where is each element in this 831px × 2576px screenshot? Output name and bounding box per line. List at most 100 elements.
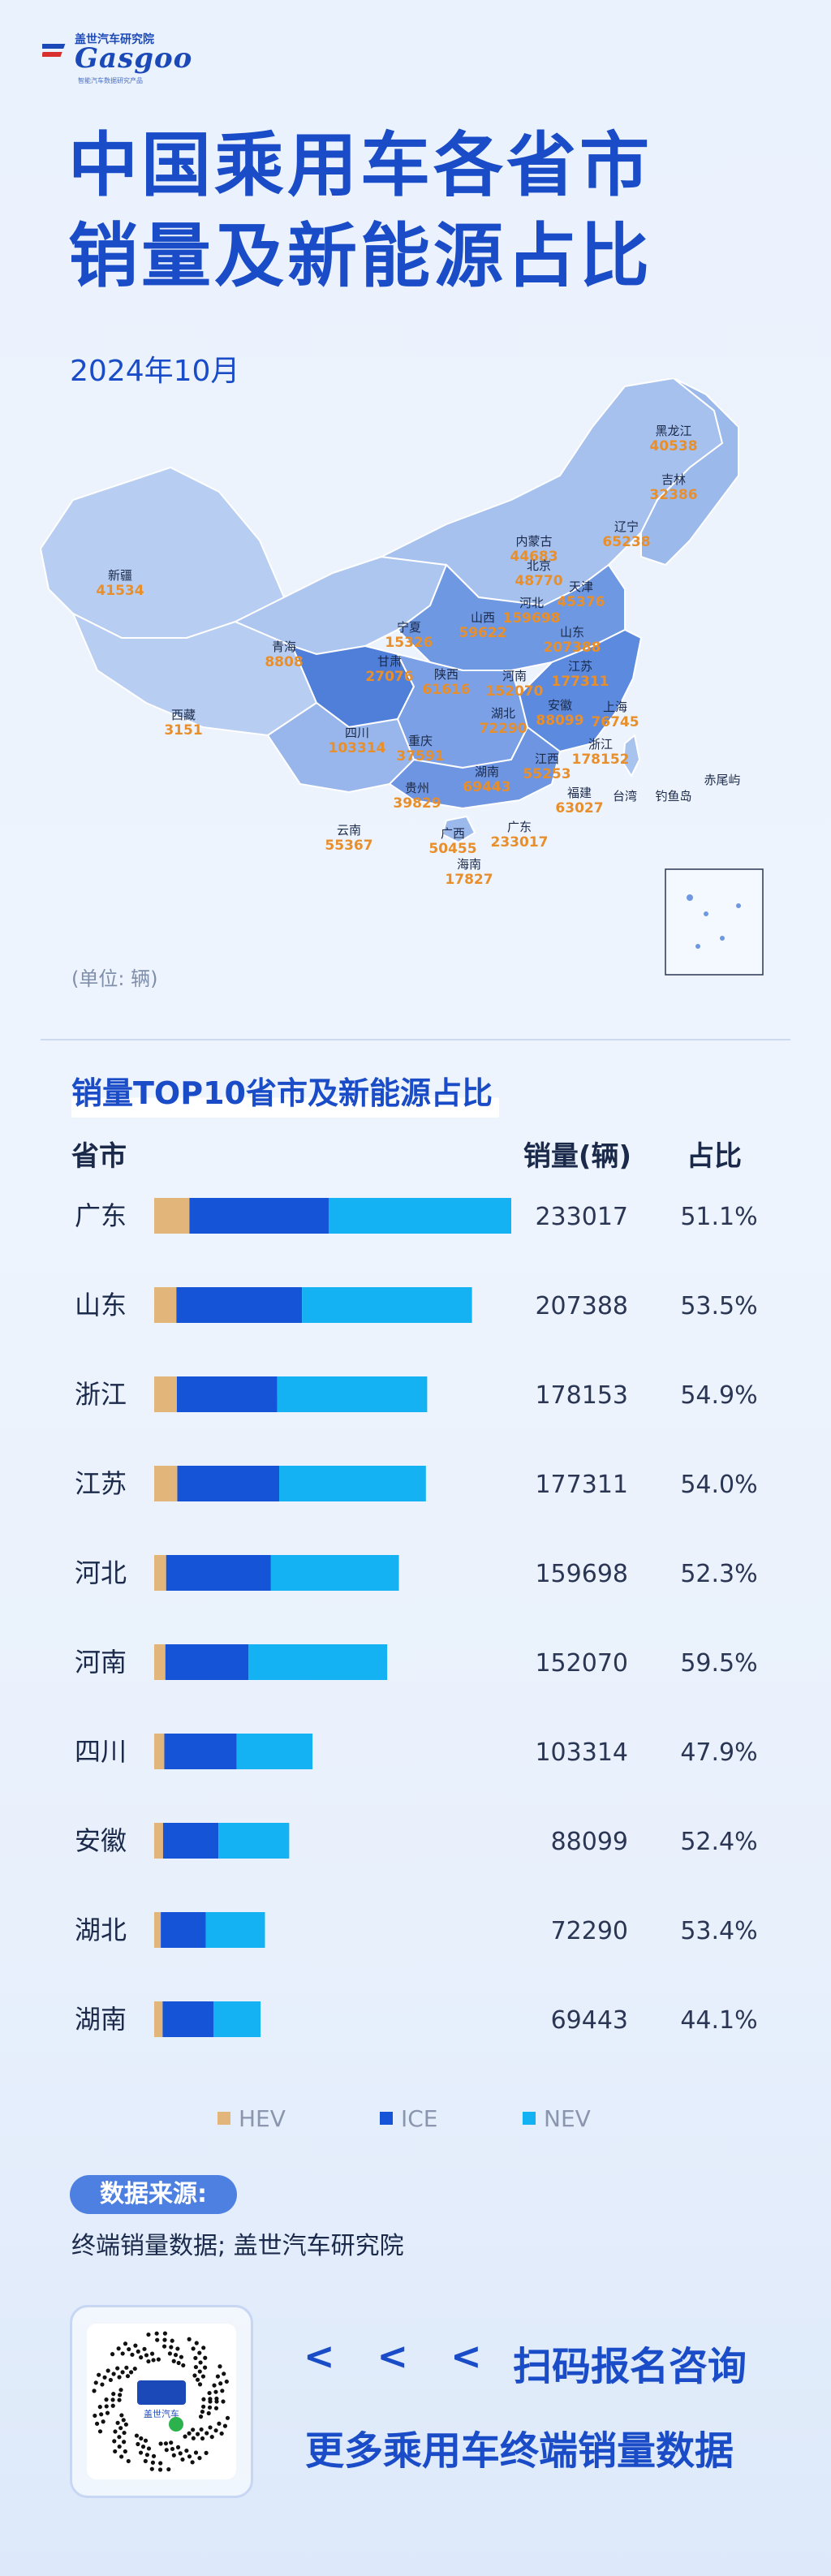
province-name: 江苏 <box>568 659 592 674</box>
row-sales-value: 72290 <box>551 1917 628 1945</box>
bar-segment-ice <box>176 1287 303 1323</box>
province-name: 西藏 <box>171 708 196 722</box>
bar-segment-ice <box>162 1823 219 1859</box>
province-name: 广东 <box>507 820 532 834</box>
legend-label-hev: HEV <box>239 2105 286 2132</box>
province-name: 湖南 <box>475 765 499 779</box>
chart-row: 江苏 177311 54.0% <box>75 1466 758 1501</box>
province-sales-value: 233017 <box>491 834 549 851</box>
province-sales-value: 69443 <box>463 779 510 795</box>
map-unit-note: (单位: 辆) <box>71 967 158 990</box>
wechat-icon <box>169 2417 183 2432</box>
province-sales-value: 177311 <box>552 674 609 690</box>
page-title: 中国乘用车各省市 销量及新能源占比 <box>68 120 766 302</box>
bar-segment-hev <box>154 1555 166 1591</box>
row-region-label: 河南 <box>75 1647 127 1678</box>
legend-label-ice: ICE <box>401 2105 438 2132</box>
province-sales-value: 178152 <box>572 752 630 768</box>
brand-logo: 盖世汽车研究院 Gasgoo 智能汽车数据研究产品 <box>42 31 192 88</box>
region-south <box>388 726 562 810</box>
province-name: 山东 <box>560 625 584 640</box>
bar-segment-nev <box>205 1912 265 1948</box>
bar-segment-ice <box>166 1555 271 1591</box>
row-region-label: 江苏 <box>75 1468 127 1499</box>
qr-code[interactable]: 盖世汽车 <box>87 2324 236 2479</box>
qr-logo-icon <box>137 2380 186 2405</box>
bar-segment-ice <box>165 1644 249 1680</box>
row-region-label: 山东 <box>75 1290 127 1320</box>
row-nev-share: 59.5% <box>680 1649 757 1678</box>
section-divider <box>41 1039 790 1040</box>
bar-segment-nev <box>328 1198 511 1234</box>
map-regions <box>39 378 739 844</box>
province-sales-value: 159698 <box>503 610 561 627</box>
chart-row: 浙江 178153 54.9% <box>75 1376 758 1412</box>
chart-row: 河北 159698 52.3% <box>75 1555 758 1591</box>
row-nev-share: 54.0% <box>680 1471 757 1499</box>
province-name: 四川 <box>345 726 369 740</box>
bar-segment-nev <box>279 1466 426 1501</box>
bar-segment-nev <box>302 1287 472 1323</box>
bar-segment-ice <box>177 1466 280 1501</box>
chart-row: 四川 103314 47.9% <box>75 1734 758 1769</box>
province-sales-value: 3151 <box>164 722 202 739</box>
row-region-label: 四川 <box>75 1736 127 1767</box>
bar-segment-hev <box>154 1466 178 1501</box>
province-sales-value: 27076 <box>365 669 413 685</box>
province-name: 湖北 <box>491 706 515 721</box>
row-region-label: 湖北 <box>75 1915 127 1945</box>
province-sales-value: 50455 <box>428 841 476 857</box>
province-sales-value: 88099 <box>536 713 583 729</box>
bar-segment-hev <box>154 1644 166 1680</box>
gasgoo-logo-icon <box>42 44 66 57</box>
province-name: 陕西 <box>434 667 459 682</box>
legend-swatch-nev <box>523 2112 536 2125</box>
row-region-label: 安徽 <box>75 1825 127 1856</box>
bar-segment-ice <box>176 1376 278 1412</box>
region-northwest <box>39 466 286 639</box>
chart-title: 销量TOP10省市及新能源占比 <box>71 1068 499 1118</box>
source-badge: 数据来源: <box>70 2175 237 2214</box>
province-name: 福建 <box>567 786 592 800</box>
province-sales-value: 55253 <box>523 766 571 782</box>
row-nev-share: 53.4% <box>680 1917 757 1945</box>
title-line-2: 销量及新能源占比 <box>68 216 652 297</box>
header-region: 省市 <box>71 1140 127 1173</box>
province-sales-value: 40538 <box>649 438 697 454</box>
province-sales-value: 55367 <box>325 838 372 854</box>
province-sales-value: 39829 <box>393 795 441 812</box>
province-name: 北京 <box>527 558 551 573</box>
bar-segment-nev <box>236 1734 313 1769</box>
province-name: 云南 <box>337 823 361 838</box>
bar-segment-ice <box>189 1198 329 1234</box>
row-sales-value: 88099 <box>551 1828 628 1856</box>
region-hainan <box>441 815 476 844</box>
province-sales-value: 41534 <box>96 583 144 599</box>
qr-card[interactable]: 盖世汽车 <box>70 2305 253 2498</box>
header-sales: 销量(辆) <box>523 1140 631 1173</box>
row-nev-share: 52.4% <box>680 1828 757 1856</box>
bar-segment-nev <box>270 1555 399 1591</box>
province-name: 河南 <box>502 669 527 683</box>
province-sales-value: 63027 <box>555 800 603 816</box>
brand-wordmark: Gasgoo <box>75 42 193 75</box>
row-sales-value: 103314 <box>535 1738 628 1767</box>
header-share: 占比 <box>687 1140 742 1173</box>
province-name: 浙江 <box>588 737 613 752</box>
province-sales-value: 207388 <box>544 640 601 656</box>
row-sales-value: 177311 <box>535 1471 628 1499</box>
province-name: 海南 <box>457 857 481 872</box>
province-sales-value: 48770 <box>515 573 562 589</box>
province-sales-value: 44683 <box>510 549 558 565</box>
cta-more-data: 更多乘用车终端销量数据 <box>305 2428 734 2474</box>
bar-segment-hev <box>154 1376 177 1412</box>
province-name: 江西 <box>535 752 559 766</box>
province-name: 内蒙古 <box>515 534 552 549</box>
province-name: 重庆 <box>408 734 433 748</box>
province-sales-value: 17827 <box>445 872 493 888</box>
province-sales-value: 65238 <box>602 534 650 550</box>
source-text: 终端销量数据; 盖世汽车研究院 <box>71 2232 404 2260</box>
bar-segment-nev <box>248 1644 388 1680</box>
row-region-label: 河北 <box>75 1557 127 1588</box>
